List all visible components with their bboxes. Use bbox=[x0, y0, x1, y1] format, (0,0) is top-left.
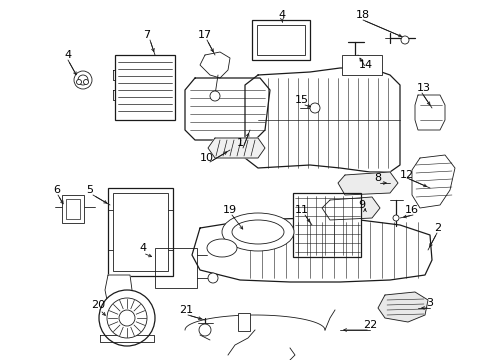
Text: 4: 4 bbox=[64, 50, 71, 60]
Bar bbox=[113, 193, 168, 271]
Text: 9: 9 bbox=[358, 200, 365, 210]
Polygon shape bbox=[207, 138, 264, 158]
Text: 19: 19 bbox=[223, 205, 237, 215]
Text: 4: 4 bbox=[278, 10, 285, 20]
Bar bbox=[292, 193, 360, 257]
Polygon shape bbox=[113, 70, 115, 80]
Ellipse shape bbox=[222, 213, 293, 251]
Polygon shape bbox=[411, 155, 454, 208]
Polygon shape bbox=[200, 52, 229, 78]
Polygon shape bbox=[377, 292, 427, 322]
Text: 22: 22 bbox=[362, 320, 376, 330]
Circle shape bbox=[83, 80, 88, 85]
Text: 14: 14 bbox=[358, 60, 372, 70]
Bar bbox=[341, 55, 381, 75]
Bar bbox=[108, 188, 173, 276]
Bar bbox=[257, 25, 305, 55]
Text: 2: 2 bbox=[433, 223, 441, 233]
Circle shape bbox=[400, 36, 408, 44]
Bar bbox=[251, 20, 309, 60]
Polygon shape bbox=[105, 275, 132, 305]
Polygon shape bbox=[192, 218, 431, 282]
Text: 4: 4 bbox=[139, 243, 146, 253]
Circle shape bbox=[392, 215, 398, 221]
Text: 13: 13 bbox=[416, 83, 430, 93]
Text: 8: 8 bbox=[374, 173, 381, 183]
Polygon shape bbox=[321, 197, 379, 220]
Circle shape bbox=[309, 103, 319, 113]
Text: 11: 11 bbox=[294, 205, 308, 215]
Circle shape bbox=[119, 310, 135, 326]
Text: 10: 10 bbox=[200, 153, 214, 163]
Polygon shape bbox=[100, 335, 154, 342]
Polygon shape bbox=[414, 95, 444, 130]
Text: 21: 21 bbox=[179, 305, 193, 315]
Ellipse shape bbox=[206, 239, 237, 257]
Circle shape bbox=[76, 80, 81, 85]
Text: 5: 5 bbox=[86, 185, 93, 195]
Bar bbox=[62, 195, 84, 223]
Circle shape bbox=[78, 75, 88, 85]
Circle shape bbox=[74, 71, 92, 89]
Text: 3: 3 bbox=[426, 298, 433, 308]
Bar bbox=[155, 248, 197, 288]
Text: 15: 15 bbox=[294, 95, 308, 105]
Text: 20: 20 bbox=[91, 300, 105, 310]
Text: 6: 6 bbox=[53, 185, 61, 195]
Circle shape bbox=[207, 273, 218, 283]
Text: 7: 7 bbox=[143, 30, 150, 40]
Text: 17: 17 bbox=[198, 30, 212, 40]
Text: 1: 1 bbox=[236, 138, 243, 148]
Bar bbox=[115, 55, 175, 120]
Text: 16: 16 bbox=[404, 205, 418, 215]
Polygon shape bbox=[184, 78, 269, 140]
Circle shape bbox=[199, 324, 210, 336]
Circle shape bbox=[107, 298, 147, 338]
Polygon shape bbox=[113, 90, 115, 100]
Bar bbox=[66, 199, 80, 219]
Bar bbox=[238, 313, 249, 331]
Polygon shape bbox=[244, 68, 399, 172]
Circle shape bbox=[99, 290, 155, 346]
Polygon shape bbox=[337, 172, 397, 195]
Text: 12: 12 bbox=[399, 170, 413, 180]
Circle shape bbox=[209, 91, 220, 101]
Text: 18: 18 bbox=[355, 10, 369, 20]
Ellipse shape bbox=[231, 220, 284, 244]
